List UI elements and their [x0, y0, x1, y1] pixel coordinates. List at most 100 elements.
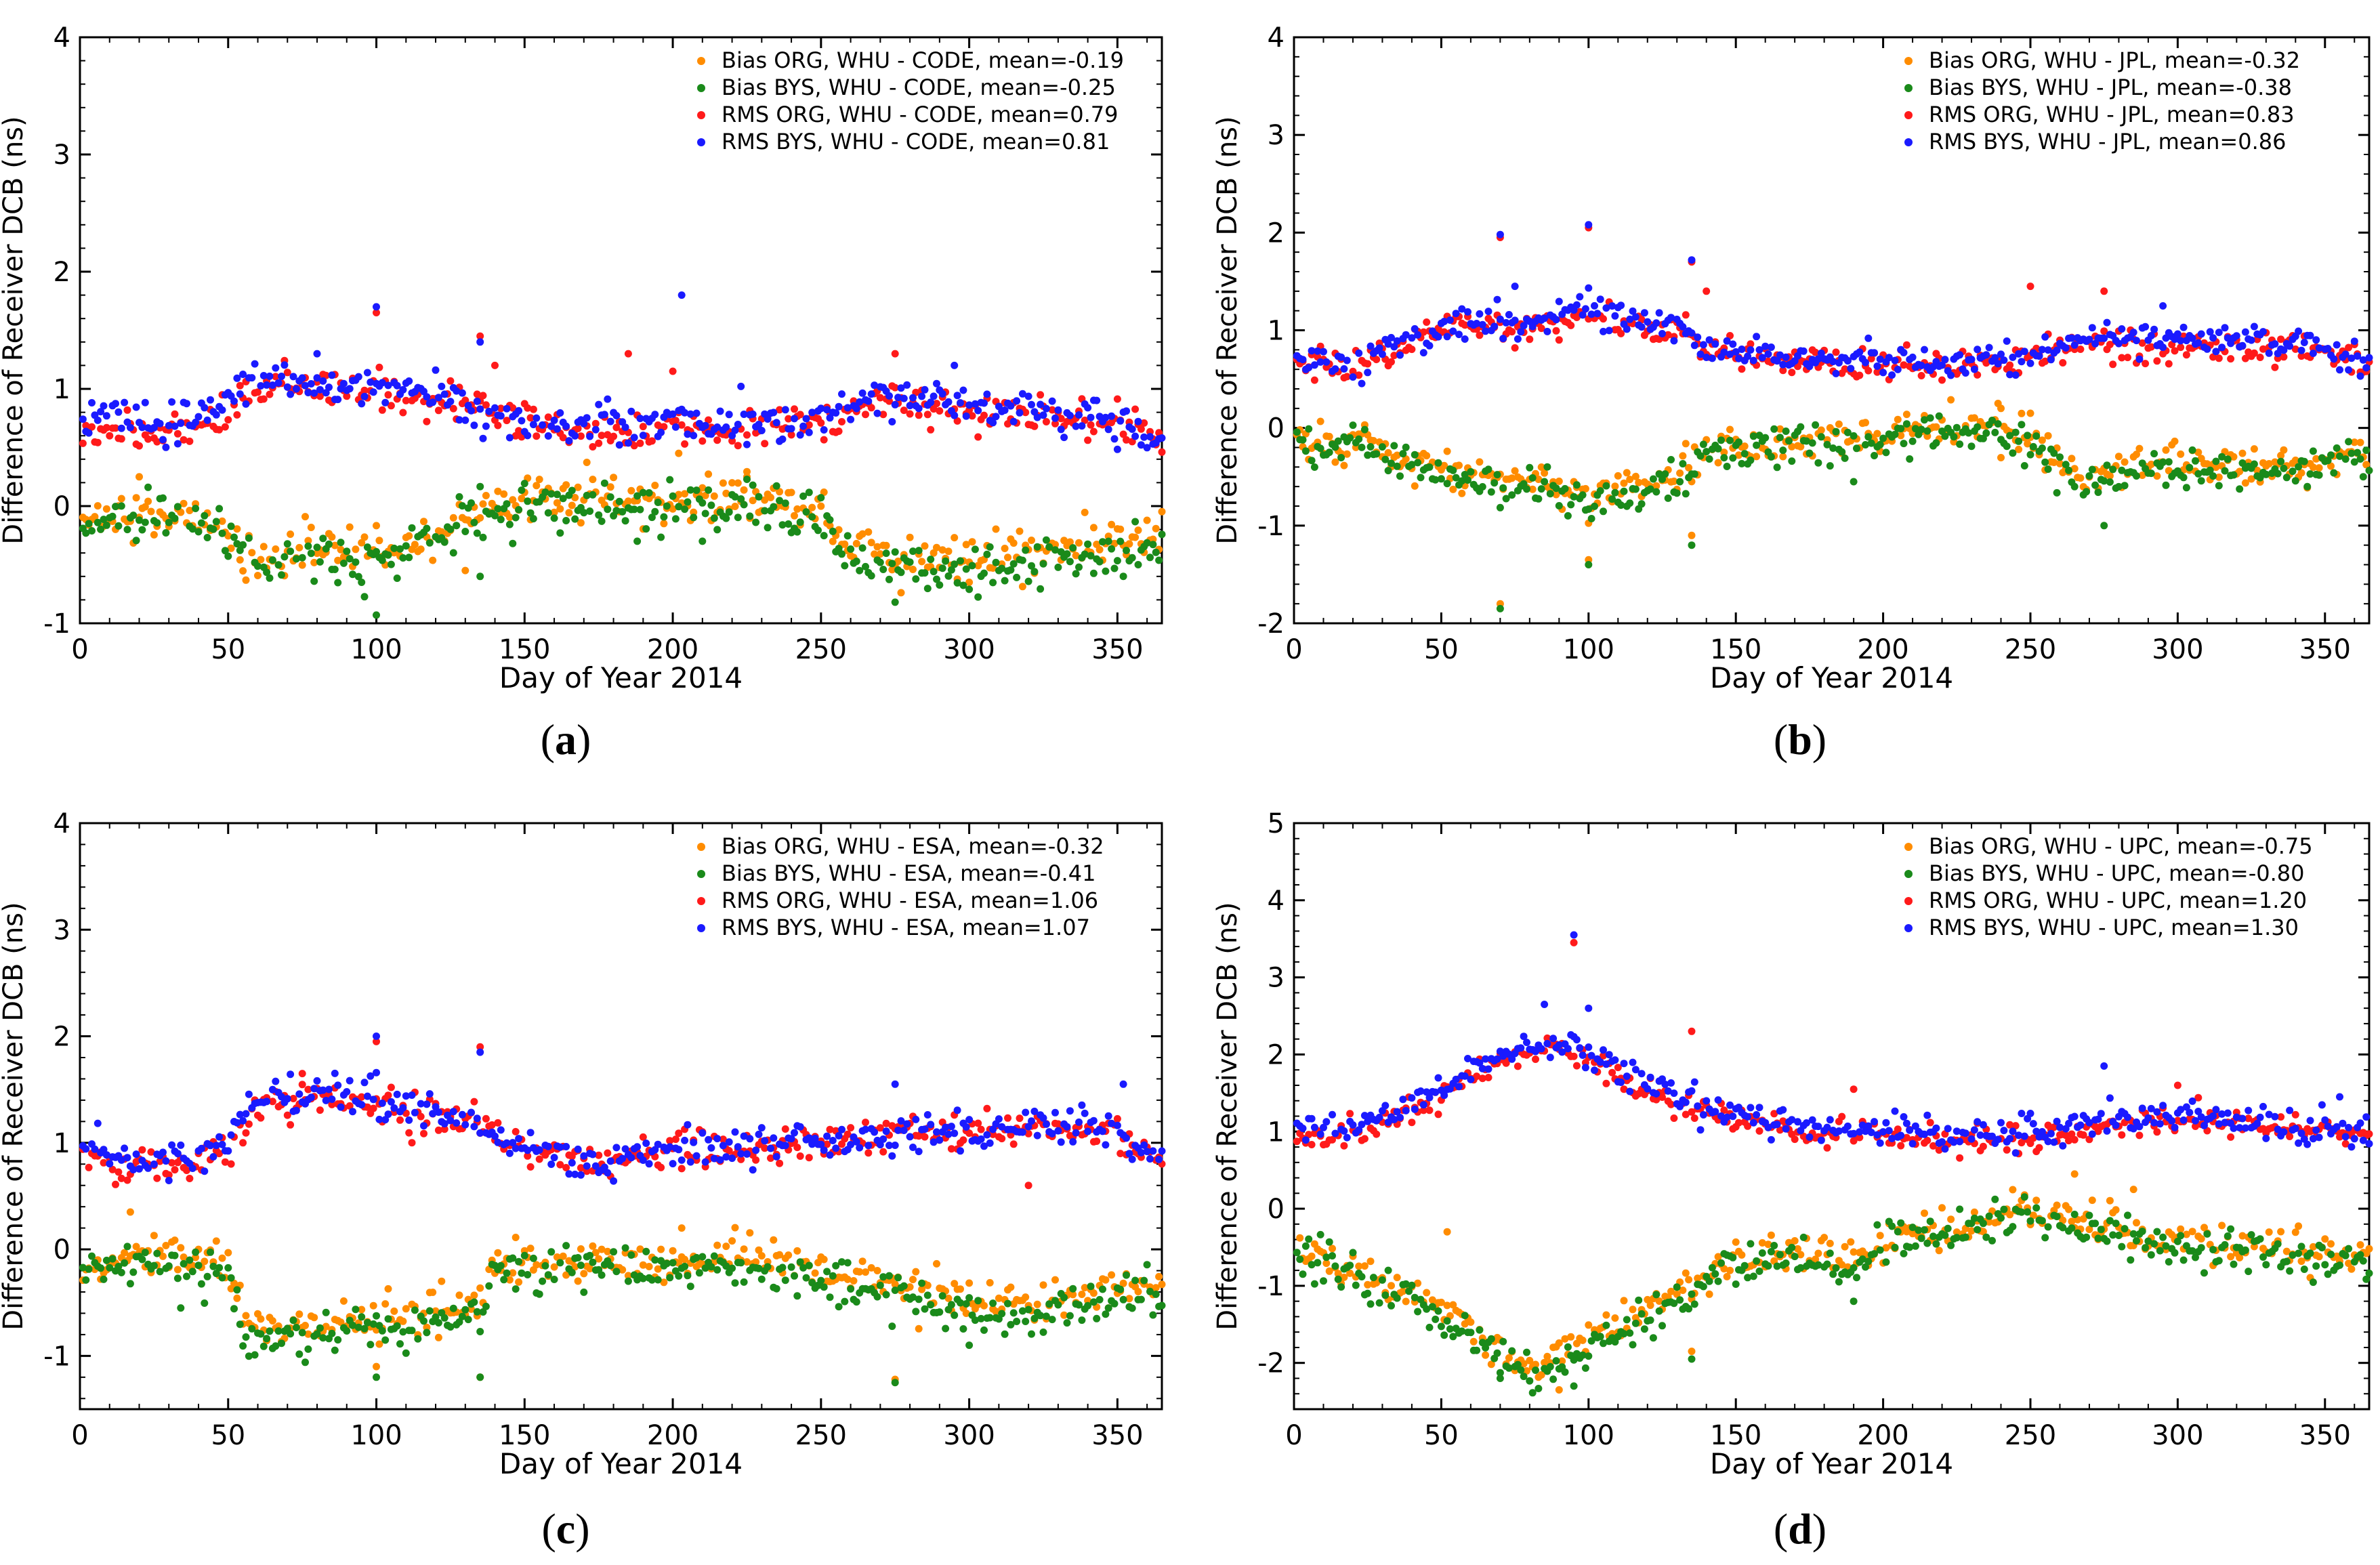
data-point	[233, 525, 241, 533]
data-point	[1841, 454, 1849, 462]
data-point	[186, 507, 194, 514]
data-point	[595, 400, 603, 409]
data-point	[867, 539, 875, 547]
data-point	[423, 1100, 431, 1108]
data-point	[787, 1263, 795, 1271]
data-point	[710, 492, 718, 500]
data-point	[2118, 466, 2126, 474]
data-point	[1039, 1114, 1047, 1122]
data-point	[856, 398, 864, 406]
data-point	[423, 1329, 431, 1337]
data-point	[224, 1249, 232, 1257]
data-point	[944, 398, 953, 406]
data-point	[1152, 548, 1160, 556]
data-point	[891, 383, 899, 392]
data-point	[921, 542, 929, 550]
data-point	[2162, 481, 2170, 489]
data-point	[862, 1119, 869, 1127]
data-point	[257, 556, 265, 564]
data-point	[796, 518, 804, 526]
data-point	[1770, 425, 1778, 433]
data-point	[1646, 485, 1654, 493]
data-point	[1917, 372, 1925, 379]
data-point	[1108, 1271, 1116, 1279]
data-point	[203, 534, 211, 541]
data-point	[574, 1254, 582, 1261]
data-point	[2165, 458, 2173, 466]
data-point	[2056, 453, 2064, 461]
data-point	[556, 505, 564, 513]
data-point	[888, 1152, 896, 1160]
data-point	[387, 1098, 395, 1106]
y-tick-label: -1	[43, 608, 70, 640]
data-point	[2212, 457, 2220, 465]
data-point	[2203, 345, 2211, 353]
data-point	[319, 535, 327, 543]
data-point	[1688, 329, 1696, 337]
data-point	[310, 1085, 318, 1093]
data-point	[580, 1288, 588, 1296]
data-point	[2015, 445, 2023, 453]
data-point	[505, 1276, 514, 1284]
data-point	[817, 1276, 825, 1285]
data-point	[2192, 457, 2199, 465]
data-point	[440, 390, 448, 398]
data-point	[346, 385, 354, 393]
x-tick-label: 100	[1563, 1420, 1614, 1451]
data-point	[373, 522, 380, 530]
data-point	[479, 500, 487, 508]
x-tick-label: 200	[647, 634, 698, 665]
data-point	[1081, 1284, 1089, 1292]
data-point	[1788, 369, 1796, 377]
data-point	[1408, 334, 1416, 342]
data-point	[1051, 546, 1059, 554]
data-point	[399, 409, 407, 417]
data-point	[968, 562, 976, 570]
data-point	[787, 431, 795, 439]
data-point	[1782, 427, 1790, 435]
y-tick-label: 3	[54, 915, 70, 946]
data-point	[873, 543, 881, 551]
data-point	[669, 492, 677, 500]
data-point	[283, 1111, 291, 1119]
data-point	[106, 1160, 114, 1168]
data-point	[334, 1081, 342, 1089]
data-point	[1817, 433, 1825, 441]
data-point	[440, 1120, 448, 1128]
data-point	[1066, 538, 1074, 546]
data-point	[529, 515, 537, 523]
data-point	[986, 1314, 994, 1322]
data-point	[1119, 1295, 1127, 1303]
data-point	[1081, 508, 1089, 516]
data-point	[1446, 316, 1454, 324]
data-point	[343, 1327, 351, 1335]
data-point	[524, 432, 532, 440]
data-point	[1364, 451, 1372, 459]
data-point	[328, 1096, 336, 1103]
data-point	[793, 1247, 801, 1255]
data-point	[494, 1138, 502, 1146]
data-point	[1310, 361, 1318, 369]
data-point	[1679, 322, 1687, 331]
data-point	[212, 518, 220, 526]
data-point	[1146, 433, 1154, 441]
data-point	[705, 1135, 713, 1144]
data-point	[82, 529, 90, 537]
data-point	[698, 1129, 707, 1137]
x-tick-label: 250	[2005, 1420, 2056, 1451]
data-point	[203, 1272, 211, 1280]
data-point	[1143, 539, 1151, 547]
data-point	[912, 1268, 920, 1276]
data-point	[434, 394, 442, 402]
data-point	[162, 443, 170, 451]
data-point	[147, 507, 155, 516]
data-point	[885, 575, 893, 583]
data-point	[1299, 436, 1307, 444]
data-point	[313, 543, 321, 551]
x-tick-label: 150	[1710, 634, 1761, 665]
outlier-point	[373, 303, 380, 311]
data-point	[1552, 316, 1560, 324]
data-point	[505, 1149, 514, 1157]
data-point	[612, 412, 621, 419]
data-point	[701, 421, 709, 430]
